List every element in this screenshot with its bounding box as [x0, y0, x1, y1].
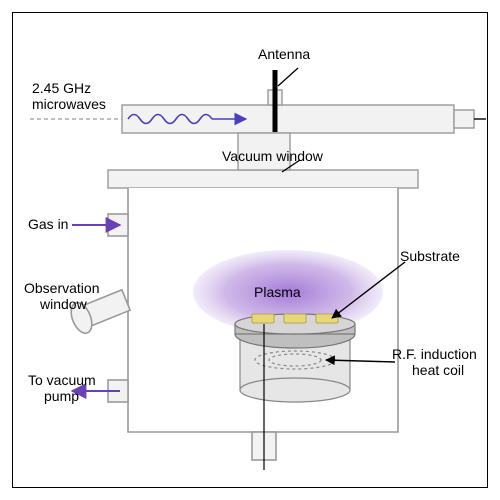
leader-antenna: [278, 68, 298, 86]
label-plasma: Plasma: [254, 284, 301, 300]
label-rf1: R.F. induction: [392, 346, 477, 362]
waveguide: [122, 90, 486, 133]
label-rf2: heat coil: [412, 362, 464, 378]
substrates: [252, 314, 338, 323]
label-obs2: window: [40, 296, 87, 312]
label-gas-in: Gas in: [28, 216, 68, 232]
stage: [235, 314, 355, 402]
label-obs1: Observation: [24, 280, 99, 296]
vacuum-window-plate: [108, 170, 418, 188]
label-microwaves-word: microwaves: [32, 96, 106, 112]
label-vacuum-window: Vacuum window: [222, 148, 323, 164]
label-pump1: To vacuum: [28, 372, 96, 388]
label-pump2: pump: [44, 388, 79, 404]
label-microwaves-freq: 2.45 GHz: [32, 80, 91, 96]
label-substrate: Substrate: [400, 248, 460, 264]
label-antenna: Antenna: [258, 46, 310, 62]
